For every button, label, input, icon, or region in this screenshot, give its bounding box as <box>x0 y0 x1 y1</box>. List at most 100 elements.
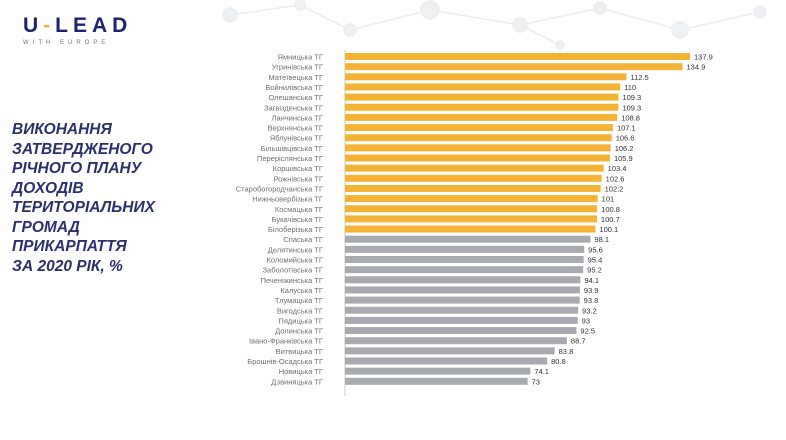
bar <box>345 357 548 365</box>
category-label: Олешанська ТГ <box>268 93 323 102</box>
category-label: Пядицька ТГ <box>278 316 323 325</box>
bar <box>345 316 578 324</box>
bar <box>345 235 591 243</box>
value-label: 108.8 <box>621 113 640 122</box>
category-label: Більшівцівська ТГ <box>261 144 323 153</box>
category-label: Верхнянська ТГ <box>268 124 323 133</box>
value-label: 106.2 <box>615 144 634 153</box>
bar <box>345 266 584 274</box>
title-line: РІЧНОГО ПЛАНУ <box>12 160 142 177</box>
bar <box>345 103 619 111</box>
bar <box>345 113 618 121</box>
value-label: 88.7 <box>571 337 586 346</box>
category-label: Космацька ТГ <box>275 205 323 214</box>
value-label: 105.9 <box>614 154 633 163</box>
category-label: Заболотівська ТГ <box>263 266 323 275</box>
bar <box>345 296 580 304</box>
bar <box>345 205 598 213</box>
value-label: 95.4 <box>588 256 603 265</box>
value-label: 109.3 <box>622 103 641 112</box>
bar <box>345 377 528 385</box>
category-label: Витвицька ТГ <box>276 347 323 356</box>
value-label: 107.1 <box>617 124 636 133</box>
value-label: 100.7 <box>601 215 620 224</box>
category-label: Переріслянська ТГ <box>257 154 323 163</box>
bar <box>345 164 604 172</box>
bar <box>345 337 567 345</box>
bar <box>345 83 621 91</box>
value-label: 93.8 <box>584 296 599 305</box>
value-label: 100.8 <box>601 205 620 214</box>
value-label: 73 <box>532 377 540 386</box>
value-label: 137.9 <box>694 53 713 62</box>
bar <box>345 245 585 253</box>
value-label: 100.1 <box>599 225 618 234</box>
category-label: Матеївецька ТГ <box>268 73 323 82</box>
value-label: 109.3 <box>622 93 641 102</box>
value-label: 83.8 <box>559 347 574 356</box>
category-label: Загвізденська ТГ <box>264 103 323 112</box>
category-label: Старобогородчанська ТГ <box>236 184 323 193</box>
bar <box>345 347 555 355</box>
category-label: Вигодська ТГ <box>277 306 323 315</box>
value-label: 95.2 <box>587 266 602 275</box>
bar <box>345 73 627 81</box>
category-label: Новицька ТГ <box>279 367 323 376</box>
value-label: 98.1 <box>594 235 609 244</box>
value-label: 102.6 <box>606 174 625 183</box>
bar <box>345 93 619 101</box>
value-label: 102.2 <box>605 184 624 193</box>
category-label: Долинська ТГ <box>275 327 323 336</box>
category-label: Калуська ТГ <box>280 286 323 295</box>
title-line: ГРОМАД <box>12 218 80 236</box>
slide-title: ВИКОНАННЯ ЗАТВЕРДЖЕНОГО РІЧНОГО ПЛАНУ ДОХОД… <box>12 120 212 276</box>
value-label: 74.1 <box>534 367 549 376</box>
bar <box>345 276 581 284</box>
category-label: Дзвиняцька ТГ <box>271 377 323 386</box>
value-label: 112.5 <box>630 73 648 82</box>
title-line: ПРИКАРПАТТЯ <box>12 238 127 255</box>
bar <box>345 154 610 162</box>
category-label: Яблунівська ТГ <box>270 134 323 143</box>
bar <box>345 144 611 152</box>
u-lead-logo: U-LEAD WITH EUROPE <box>23 14 133 46</box>
category-label: Спаська ТГ <box>283 235 323 244</box>
category-label: Угринівська ТГ <box>272 63 323 72</box>
value-label: 93.2 <box>582 306 597 315</box>
title-line: ЗА 2020 РІК, % <box>12 257 123 275</box>
value-label: 134.9 <box>686 63 705 72</box>
category-label: Тлумацька ТГ <box>275 296 323 305</box>
value-label: 93 <box>582 316 590 325</box>
bar <box>345 184 601 192</box>
value-label: 110 <box>624 83 636 92</box>
value-label: 106.6 <box>616 134 635 143</box>
bar <box>345 215 597 223</box>
category-label: Нижньовербізька ТГ <box>252 195 323 204</box>
category-label: Брошнів-Осадська ТГ <box>247 357 323 366</box>
bar <box>345 286 580 294</box>
bar <box>345 124 613 132</box>
category-label: Коршівська ТГ <box>273 164 323 173</box>
value-label: 93.9 <box>584 286 599 295</box>
category-label: Ланчинська ТГ <box>272 113 323 122</box>
category-label: Войнилівська ТГ <box>265 83 323 92</box>
bar <box>345 53 690 60</box>
bar <box>345 367 531 375</box>
category-label: Рожнівська ТГ <box>274 174 324 183</box>
category-label: Букачівська ТГ <box>272 215 323 224</box>
title-line: ЗАТВЕРДЖЕНОГО <box>12 140 153 158</box>
bar <box>345 327 577 335</box>
bar <box>345 63 683 71</box>
title-line: ТЕРИТОРІАЛЬНИХ <box>12 199 155 216</box>
bar <box>345 195 598 203</box>
category-label: Печеніжинська ТГ <box>260 276 323 285</box>
value-label: 94.1 <box>584 276 599 285</box>
bar <box>345 306 579 314</box>
category-label: Коломийська ТГ <box>266 256 323 265</box>
bar <box>345 174 602 182</box>
value-label: 103.4 <box>608 164 627 173</box>
bar <box>345 256 584 263</box>
category-label: Ямницька ТГ <box>278 53 323 62</box>
